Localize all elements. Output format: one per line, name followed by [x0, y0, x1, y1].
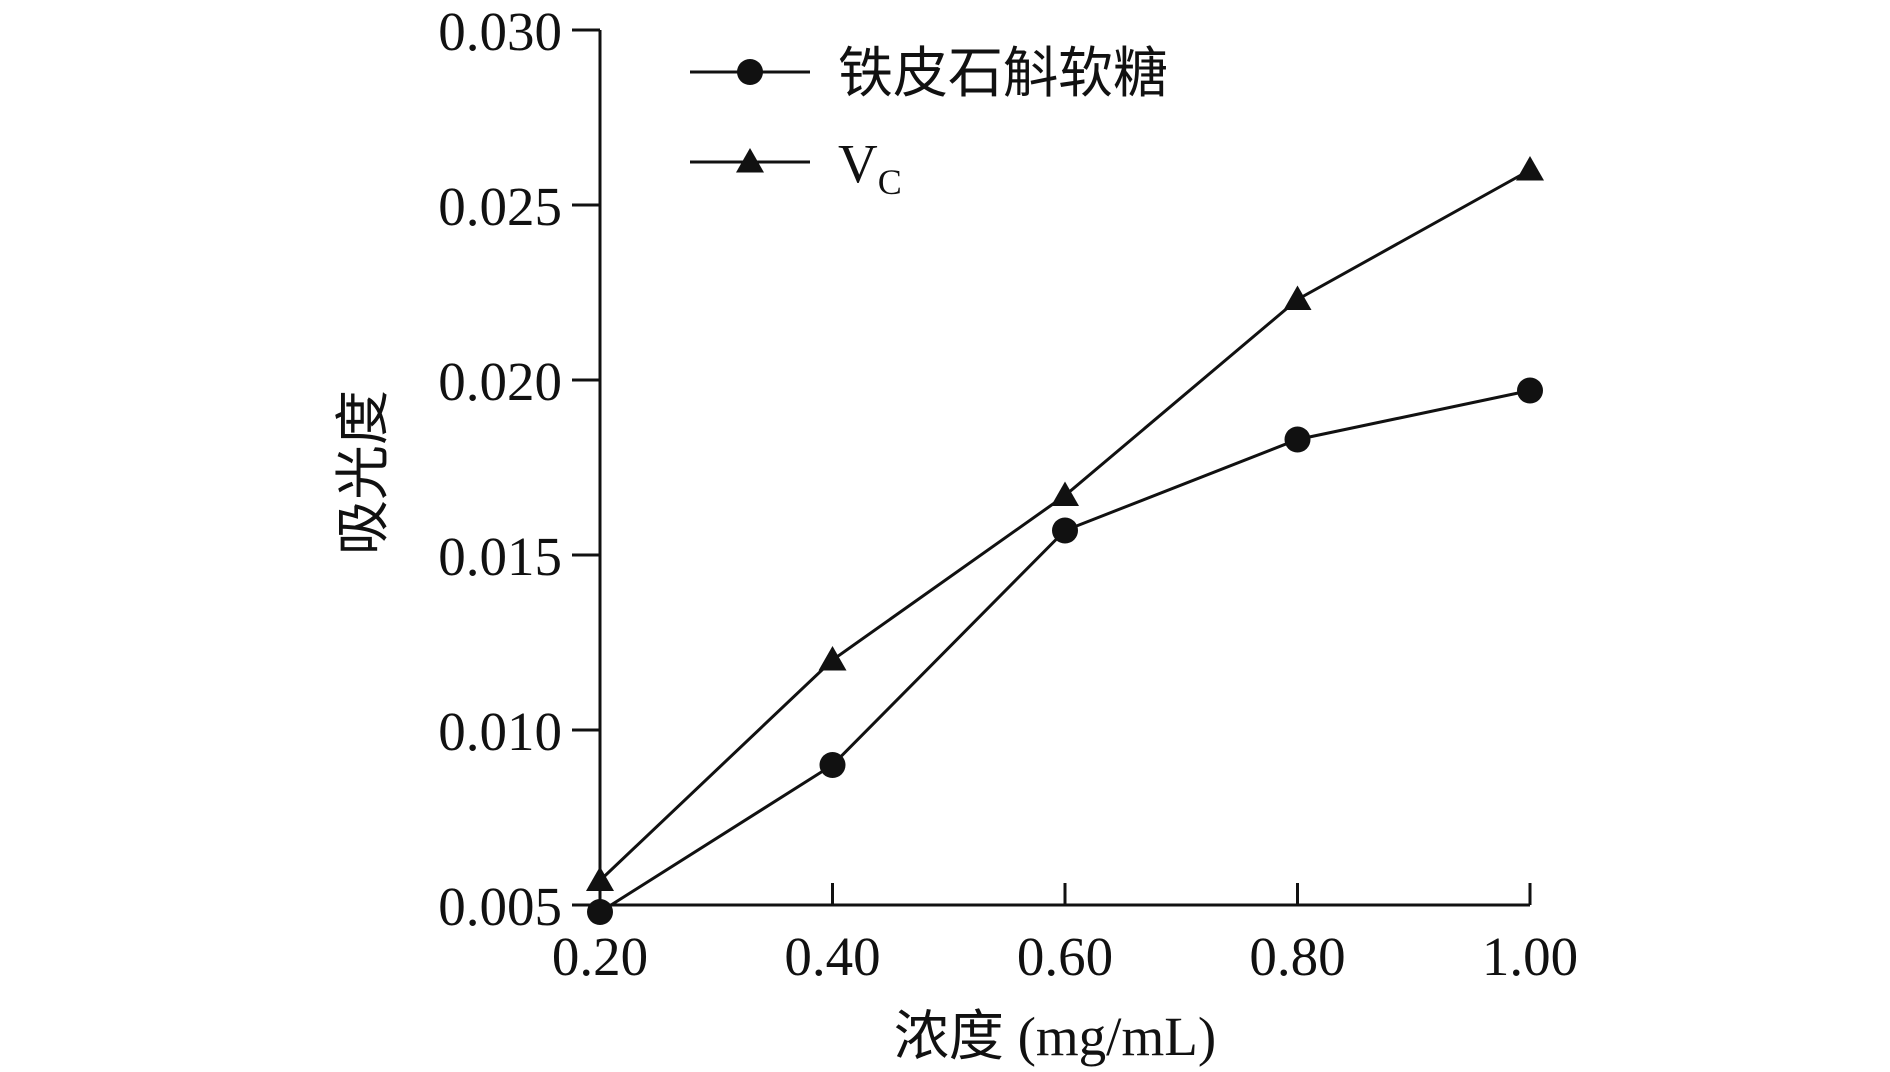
data-point-triangle	[1283, 285, 1312, 310]
y-tick-label: 0.005	[438, 876, 562, 937]
data-point-triangle	[1516, 156, 1544, 181]
y-tick-label: 0.010	[438, 701, 562, 762]
legend-marker-triangle	[736, 148, 764, 173]
data-point-triangle	[818, 646, 847, 671]
legend: 铁皮石斛软糖 VC	[690, 43, 1168, 202]
legend-label-series-2: VC	[838, 133, 902, 202]
data-point-circle	[1517, 377, 1543, 404]
data-point-triangle	[1051, 481, 1079, 506]
x-tick-label: 0.40	[784, 926, 880, 987]
y-tick-label: 0.020	[438, 351, 562, 412]
y-tick-label: 0.025	[438, 176, 562, 237]
series-layer	[586, 156, 1544, 925]
legend-label-series-1: 铁皮石斛软糖	[838, 43, 1168, 104]
x-ticks: 0.20 0.40 0.60 0.80 1.00	[552, 883, 1578, 987]
y-tick-label: 0.030	[438, 1, 562, 62]
x-tick-label: 0.20	[552, 926, 648, 987]
data-point-triangle	[586, 866, 614, 891]
data-point-circle	[1052, 517, 1078, 544]
x-tick-label: 0.80	[1249, 926, 1345, 987]
legend-marker-circle	[737, 59, 763, 85]
data-point-circle	[587, 899, 613, 925]
y-tick-label: 0.015	[438, 526, 562, 587]
x-tick-label: 1.00	[1482, 926, 1578, 987]
x-tick-label: 0.60	[1017, 926, 1113, 987]
y-ticks: 0.005 0.010 0.015 0.020 0.025 0.030	[438, 1, 600, 937]
data-point-circle	[1284, 426, 1311, 453]
legend-item-series-2: VC	[690, 133, 902, 202]
legend-label-series-2-subscript: C	[878, 162, 902, 202]
x-axis-title: 浓度 (mg/mL)	[894, 1006, 1216, 1067]
y-axis-title: 吸光度	[333, 390, 394, 555]
legend-label-series-2-main: V	[838, 133, 878, 194]
data-point-circle	[819, 752, 846, 778]
series-line-1	[599, 389, 1531, 914]
legend-item-series-1: 铁皮石斛软糖	[690, 43, 1168, 104]
